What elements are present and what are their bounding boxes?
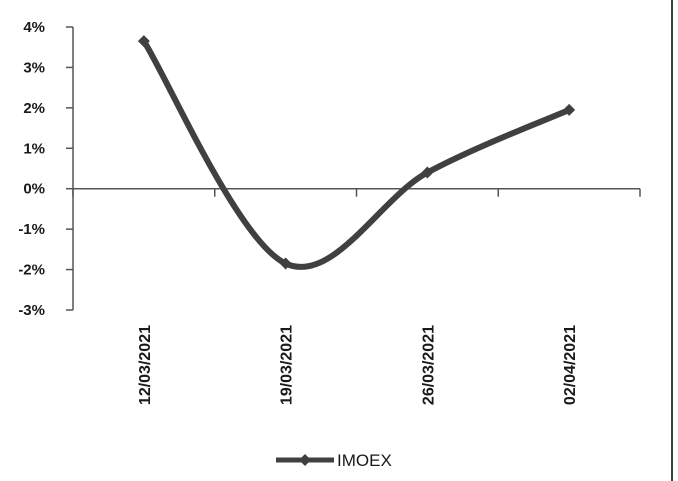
data-point-marker: [421, 166, 434, 179]
y-tick-label: -3%: [18, 302, 45, 319]
legend-label: IMOEX: [337, 451, 392, 470]
data-point-marker: [279, 257, 292, 270]
y-axis: 4% 3% 2% 1% 0% -1% -2% -3%: [18, 19, 74, 319]
series-line: [140, 38, 573, 270]
y-tick-label: 3%: [23, 59, 45, 76]
x-tick-label: 26/03/2021: [420, 325, 437, 405]
y-tick-label: 0%: [23, 181, 45, 198]
x-tick-label: 12/03/2021: [137, 325, 154, 405]
data-point-marker: [563, 103, 576, 116]
y-tick-label: 1%: [23, 140, 45, 157]
x-tick-label: 19/03/2021: [279, 325, 296, 405]
legend: IMOEX: [276, 451, 392, 470]
data-point-marker: [137, 35, 150, 48]
y-tick-label: 4%: [23, 19, 45, 36]
y-tick-label: -2%: [18, 262, 45, 279]
y-tick-label: -1%: [18, 221, 45, 238]
x-tick-label: 02/04/2021: [562, 325, 579, 405]
y-tick-label: 2%: [23, 100, 45, 117]
series-imoex: [137, 35, 576, 270]
legend-marker: [299, 454, 311, 466]
x-axis: 12/03/2021 19/03/2021 26/03/2021 02/04/2021: [72, 187, 641, 405]
